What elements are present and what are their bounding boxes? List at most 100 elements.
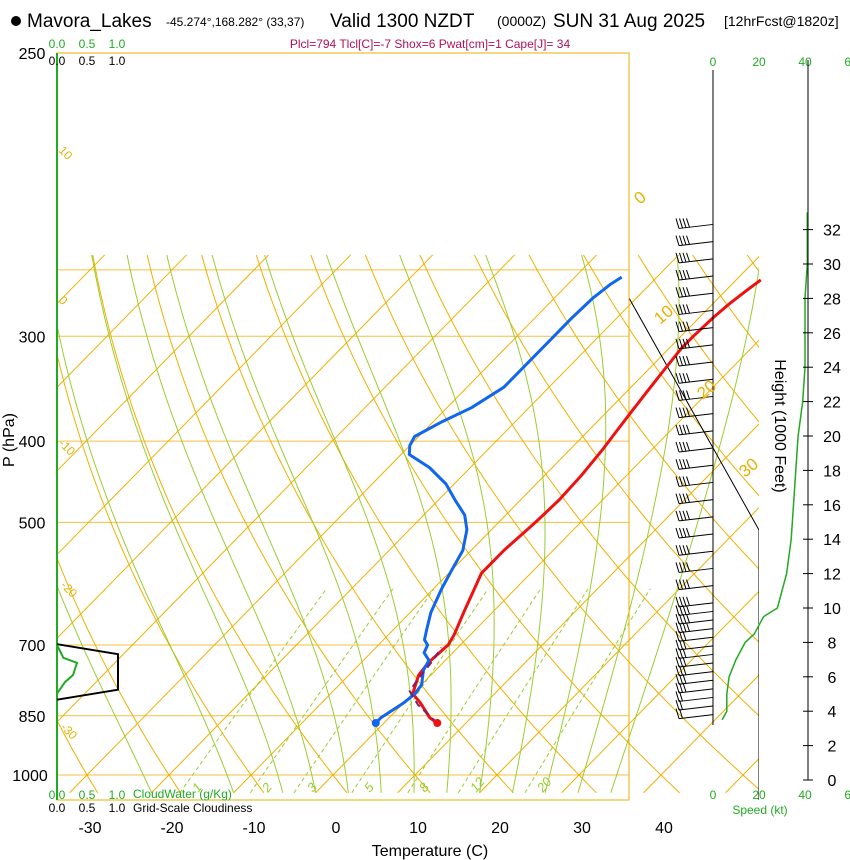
wind-barb [675, 579, 714, 591]
mixing-ratio-label: 20 [533, 774, 555, 796]
wind-barb [675, 459, 714, 470]
wind-barb-flag [679, 510, 683, 521]
wind-barb-flag [679, 321, 683, 332]
wind-barb-flag [679, 235, 683, 246]
isotherm-line [561, 590, 759, 794]
wind-barb-flag [675, 708, 680, 719]
wind-barb-flag [675, 674, 680, 685]
height-tick-label: 2 [828, 739, 837, 756]
speed-bottom-tick: 20 [752, 788, 766, 802]
wind-barb-staff [678, 275, 714, 281]
wind-barb-flag [682, 562, 687, 572]
height-tick-label: 32 [823, 223, 841, 240]
wind-barb [675, 622, 714, 634]
wind-barb-staff [678, 241, 714, 247]
wind-barb-staff [678, 223, 714, 229]
wind-barb-staff [678, 662, 714, 668]
wind-barb-flag [682, 622, 687, 632]
x-tick-label: 10 [409, 820, 427, 837]
wind-barb-flag [686, 269, 690, 280]
height-tick-label: 18 [823, 463, 841, 480]
moist-adiabat [126, 254, 317, 793]
speed-top-tick: 40 [798, 55, 812, 69]
wind-barb [675, 656, 714, 668]
wind-barb-flag [679, 338, 683, 349]
wind-barb-flag [686, 424, 690, 434]
cloud-top-tick: 0.5 [79, 54, 96, 68]
wind-barb-flag [679, 493, 683, 504]
wind-barb-flag [675, 691, 680, 702]
wind-barb [675, 269, 714, 281]
height-axis-title: Height (1000 Feet) [771, 359, 788, 492]
surface-temperature-dot [433, 718, 442, 727]
station-name: Mavora_Lakes [27, 11, 152, 32]
dew-point-trace [374, 275, 623, 725]
wind-barb [675, 424, 714, 436]
wind-barb-flag [682, 252, 687, 263]
wind-barb-flag [675, 459, 680, 470]
wind-barb [675, 373, 714, 384]
cloud-panel: 0.0 0.5 1.0 0.0 0.5 1.0 0.0 0.5 1.0 0.0 0.5 1.0 [49, 37, 126, 815]
wind-barb-flag [679, 269, 683, 280]
wind-barb-flag [686, 579, 690, 589]
speed-bottom-tick: 40 [798, 788, 812, 802]
wind-barb [675, 596, 714, 608]
wind-barb [675, 510, 714, 522]
wind-barb-flag [679, 304, 683, 315]
wind-barb-flag [675, 665, 680, 676]
isotherm-line [57, 254, 269, 472]
wind-barb-staff [678, 645, 714, 651]
wind-barb-flag [686, 545, 690, 555]
wind-barb-flag [675, 355, 680, 367]
wind-barb-flag [682, 287, 687, 297]
wind-barb-staff [678, 395, 714, 401]
mixing-ratio-label: 3 [304, 779, 321, 795]
mixing-ratio-line [179, 588, 327, 794]
wind-barb-flag [686, 562, 690, 572]
isotherm-line [233, 255, 759, 794]
wind-barb-flag [679, 476, 683, 487]
wind-barb-staff [678, 679, 714, 685]
dry-adiabat-label: 10 [650, 301, 677, 328]
isotherm-line [151, 254, 679, 794]
wind-barb [675, 218, 714, 229]
wind-barb-flag [679, 424, 683, 435]
wind-barb-flag [686, 510, 690, 520]
moist-adiabat [326, 254, 452, 793]
isotherm-line [397, 423, 759, 794]
wind-barb-flag [682, 493, 687, 503]
mixing-ratio-label: 5 [361, 779, 378, 795]
isotherm-line [643, 674, 759, 794]
wind-barb-flag [675, 441, 680, 453]
wind-barb-flag [675, 390, 680, 401]
wind-barb-staff [678, 671, 714, 677]
moist-adiabat [264, 254, 415, 793]
wind-barb-staff [678, 550, 714, 556]
speed-axis-title: Speed (kt) [732, 803, 787, 817]
x-tick-label: 40 [655, 820, 673, 837]
mixing-ratio-line [293, 588, 435, 794]
dry-adiabat [0, 255, 14, 793]
wind-barb-staff [678, 258, 714, 264]
isotherm-line [57, 254, 433, 639]
wind-barb [675, 355, 714, 367]
wind-barb-flag [682, 674, 687, 684]
wind-barb-flag [686, 596, 690, 606]
cloud-bottom-tick: 0.5 [79, 801, 96, 815]
mixing-ratio-label: 2 [258, 779, 275, 796]
wind-barb [675, 235, 714, 247]
wind-barb-flag [686, 304, 690, 314]
wind-barb-flag [679, 579, 683, 590]
wind-barb-staff [678, 516, 714, 522]
cloud-bottom-tick: 0.0 [49, 801, 66, 815]
wind-barb-flag [682, 648, 687, 658]
sounding-traces [371, 275, 762, 727]
wind-barb-staff [678, 361, 714, 367]
wind-barb-staff [678, 619, 714, 625]
isotherm-label: 10 [56, 143, 76, 163]
grid-cloudiness-trace [56, 643, 119, 701]
pressure-tick-label: 700 [19, 638, 46, 655]
dry-adiabat [57, 352, 265, 794]
wind-barb-flag [686, 252, 690, 262]
wind-barb-staff [678, 602, 714, 608]
